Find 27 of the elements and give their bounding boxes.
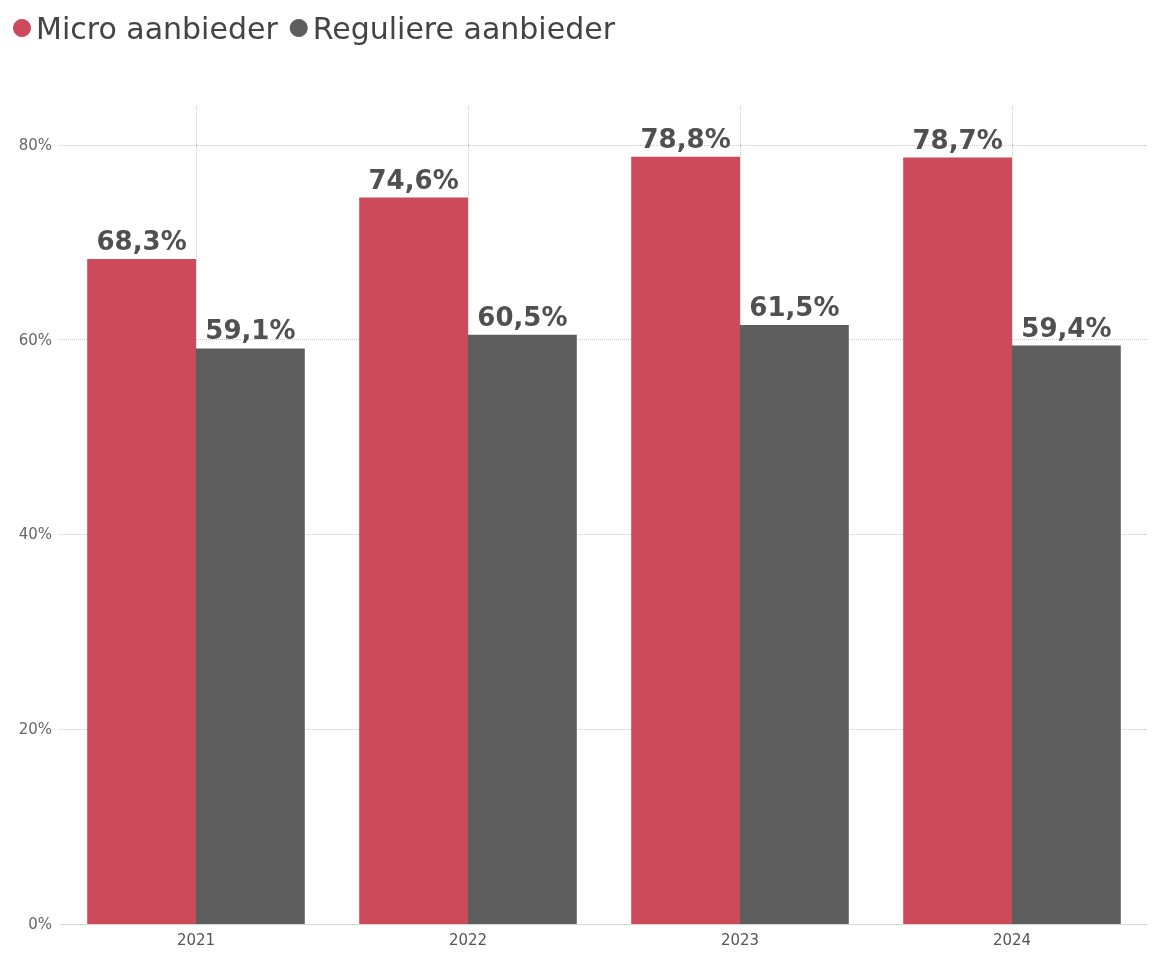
data-label: 59,1%	[205, 315, 296, 346]
y-tick-label: 40%	[18, 525, 52, 544]
data-label: 74,6%	[368, 164, 459, 195]
data-label: 59,4%	[1021, 312, 1112, 343]
y-tick-label: 60%	[18, 330, 52, 349]
y-tick-label: 20%	[18, 720, 52, 739]
y-tick-label: 0%	[28, 915, 52, 933]
bar	[740, 325, 849, 924]
x-tick-label: 2021	[176, 930, 216, 949]
data-label: 60,5%	[477, 301, 568, 332]
bar	[87, 258, 196, 924]
data-label: 61,5%	[749, 292, 840, 323]
data-label: 78,7%	[912, 124, 1003, 155]
data-label: 78,8%	[640, 123, 731, 154]
bar	[196, 348, 305, 924]
legend-label: Micro aanbieder	[36, 10, 279, 46]
x-tick-label: 2024	[992, 930, 1032, 949]
bar	[359, 197, 468, 924]
data-label: 68,3%	[96, 225, 187, 256]
y-tick-label: 80%	[18, 135, 52, 154]
x-tick-label: 2023	[720, 930, 760, 949]
legend-label: Reguliere aanbieder	[312, 10, 616, 46]
bar	[1012, 345, 1121, 924]
bar	[631, 156, 740, 924]
bar	[468, 334, 577, 924]
bar	[903, 157, 1012, 924]
x-tick-label: 2022	[448, 930, 488, 949]
